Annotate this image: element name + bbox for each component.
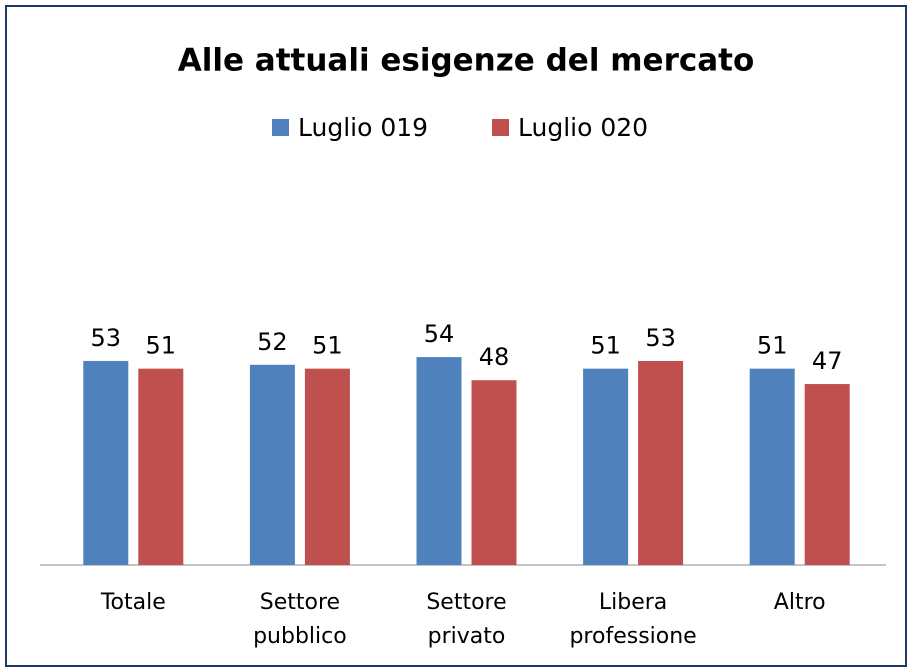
data-label: 51 [312, 332, 343, 360]
data-label: 47 [812, 347, 843, 375]
legend-label: Luglio 020 [518, 113, 648, 142]
bar [138, 368, 184, 565]
bar [804, 384, 850, 565]
bar [749, 368, 795, 565]
data-label: 52 [257, 328, 288, 356]
x-tick-label-line: pubblico [253, 624, 347, 649]
legend-swatch [272, 119, 289, 136]
x-tick-label-line: Settore [426, 590, 506, 615]
chart-title: Alle attuali esigenze del mercato [178, 43, 755, 79]
x-tick-label: Settore privato [426, 590, 506, 649]
data-label: 51 [590, 332, 621, 360]
data-label: 48 [479, 343, 510, 371]
data-label: 53 [645, 324, 676, 352]
x-tick-label-line: professione [569, 624, 696, 649]
bar [471, 380, 517, 565]
x-tick-label-line: Libera [599, 590, 667, 615]
bar [304, 368, 350, 565]
bar [416, 357, 462, 565]
x-tick-label: Libera professione [569, 590, 696, 649]
x-tick-label-line: privato [428, 624, 506, 649]
x-tick-label-line: Settore [260, 590, 340, 615]
bar [249, 364, 295, 565]
bar [83, 360, 129, 565]
chart-border [5, 5, 907, 667]
data-label: 51 [757, 332, 788, 360]
data-label: 54 [424, 320, 455, 348]
data-label: 51 [146, 332, 177, 360]
x-tick-label: Settore pubblico [253, 590, 347, 649]
bar [583, 368, 629, 565]
legend-swatch [492, 119, 509, 136]
legend-label: Luglio 019 [298, 113, 428, 142]
bar [638, 360, 684, 565]
data-label: 53 [91, 324, 122, 352]
x-tick-label: Totale [100, 590, 166, 615]
x-tick-label: Altro [774, 590, 826, 615]
